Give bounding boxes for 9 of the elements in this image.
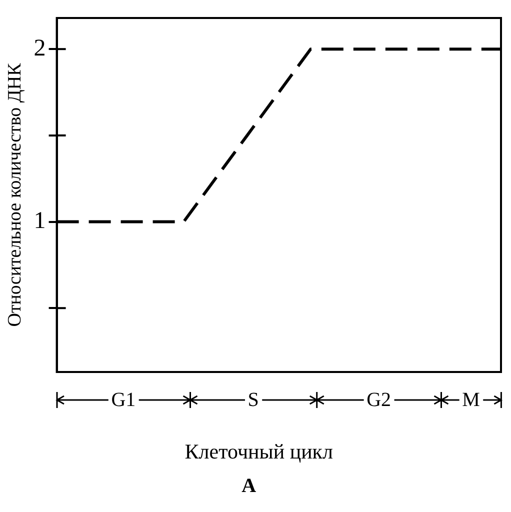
text: S	[248, 389, 259, 411]
text: А	[242, 475, 256, 497]
text: G2	[366, 389, 392, 411]
text: G1	[111, 389, 136, 411]
y-tick-label: 1	[34, 208, 46, 234]
x-axis-title: Клеточный цикл	[184, 440, 334, 464]
text: M	[462, 389, 480, 411]
y-axis-title: Относительное количество ДНК	[4, 62, 26, 327]
y-tick-label: 2	[34, 35, 46, 62]
